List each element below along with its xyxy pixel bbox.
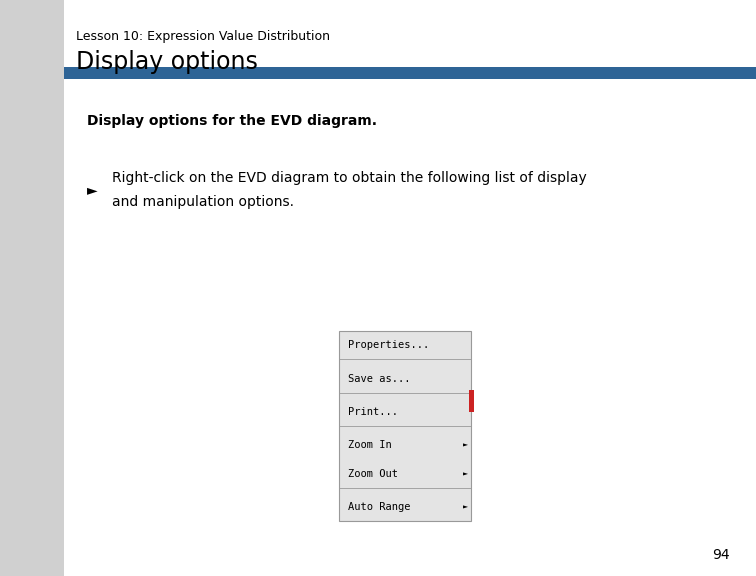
Text: Zoom Out: Zoom Out: [348, 469, 398, 479]
Text: Properties...: Properties...: [348, 340, 429, 350]
Text: Print...: Print...: [348, 407, 398, 417]
Text: Auto Range: Auto Range: [348, 502, 411, 512]
Text: ►: ►: [87, 183, 98, 197]
Text: ►: ►: [463, 441, 469, 450]
Text: 94: 94: [712, 548, 730, 562]
Bar: [0, 0, 64, 576]
Text: Lesson 10: Expression Value Distribution: Lesson 10: Expression Value Distribution: [76, 30, 330, 43]
Text: Right-click on the EVD diagram to obtain the following list of display: Right-click on the EVD diagram to obtain…: [112, 170, 587, 185]
Text: Display options: Display options: [76, 50, 258, 74]
Bar: [64, 67, 756, 79]
Text: Display options for the EVD diagram.: Display options for the EVD diagram.: [87, 114, 377, 128]
Text: and manipulation options.: and manipulation options.: [112, 195, 294, 210]
Text: ►: ►: [463, 469, 469, 478]
Text: Zoom In: Zoom In: [348, 441, 392, 450]
Bar: [339, 331, 471, 521]
Text: ►: ►: [463, 503, 469, 511]
Text: Save as...: Save as...: [348, 374, 411, 384]
Bar: [469, 390, 474, 412]
